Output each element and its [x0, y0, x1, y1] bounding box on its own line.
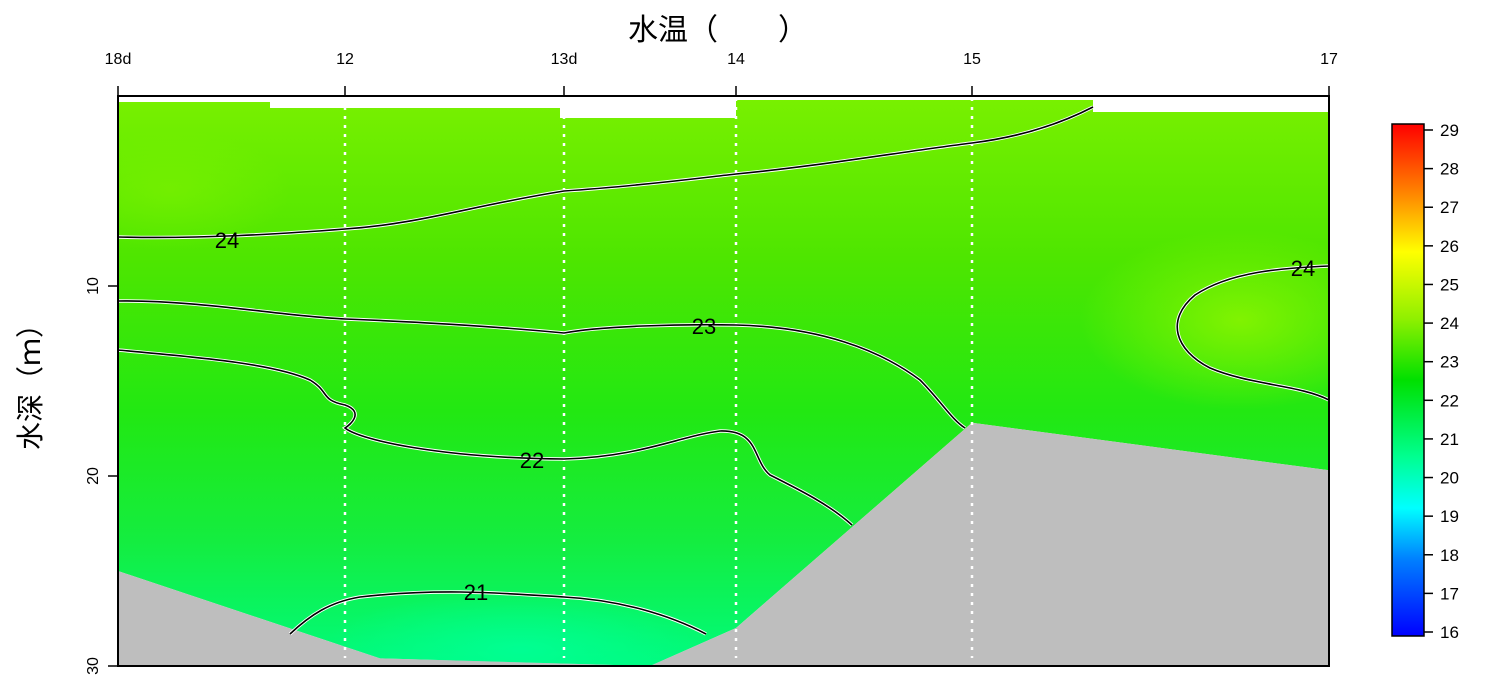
field-area	[118, 100, 1329, 666]
x-tick-label: 12	[336, 51, 354, 68]
colorbar-tick-label: 27	[1440, 198, 1459, 217]
x-tick-label: 15	[963, 51, 981, 68]
left-axis: 10 20 30	[85, 277, 118, 675]
x-tick-label: 14	[727, 51, 745, 68]
chart-title: 水温（ ）	[628, 13, 808, 48]
colorbar-ticks: 16 17 18 19 20 21 22 23 24 25 26 27 28 29	[1424, 121, 1459, 642]
colorbar-tick-label: 22	[1440, 391, 1459, 410]
y-axis-label: 水深（ｍ）	[14, 310, 47, 450]
x-tick-label: 18d	[105, 51, 132, 68]
contour-label: 23	[692, 314, 716, 339]
plot-frame	[117, 95, 1330, 667]
temperature-field	[118, 100, 1329, 666]
colorbar-tick-label: 17	[1440, 584, 1459, 603]
colorbar-tick-label: 18	[1440, 546, 1459, 565]
top-axis: 18d 12 13d 14 15 17	[105, 51, 1338, 96]
colorbar-ramp	[1391, 123, 1425, 637]
colorbar-tick-label: 28	[1440, 160, 1459, 179]
station-gridlines	[343, 98, 974, 658]
y-tick-label: 10	[85, 277, 102, 295]
colorbar: 16 17 18 19 20 21 22 23 24 25 26 27 28 29	[1391, 121, 1459, 642]
colorbar-tick-label: 25	[1440, 275, 1459, 294]
colorbar-tick-label: 23	[1440, 353, 1459, 372]
contour-label: 22	[520, 448, 544, 473]
contour-label: 21	[464, 580, 488, 605]
colorbar-tick-label: 29	[1440, 121, 1459, 140]
y-tick-label: 20	[85, 467, 102, 485]
contour-labels: 24 24 23 22 21	[215, 228, 1315, 605]
colorbar-tick-label: 24	[1440, 314, 1459, 333]
colorbar-tick-label: 16	[1440, 623, 1459, 642]
colorbar-tick-label: 21	[1440, 430, 1459, 449]
x-tick-label: 17	[1320, 51, 1338, 68]
y-tick-label: 30	[85, 657, 102, 675]
warm-pocket	[1080, 230, 1329, 410]
colorbar-tick-label: 20	[1440, 469, 1459, 488]
seabed-area	[118, 422, 1329, 666]
cool-pocket	[320, 590, 720, 666]
contour-lines	[118, 105, 1329, 636]
contour-label: 24	[1291, 256, 1315, 281]
colorbar-tick-label: 19	[1440, 507, 1459, 526]
colorbar-tick-label: 26	[1440, 237, 1459, 256]
warm-pocket-left	[118, 130, 290, 250]
x-tick-label: 13d	[551, 51, 578, 68]
contour-label: 24	[215, 228, 239, 253]
